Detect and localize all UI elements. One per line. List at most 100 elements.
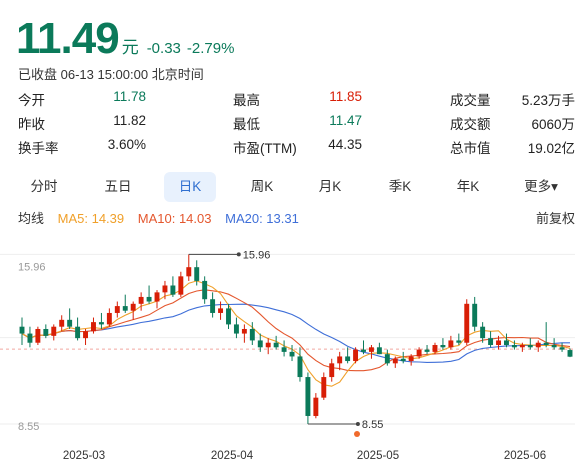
candle-body <box>527 345 533 348</box>
candle-body <box>106 312 112 325</box>
candle-body <box>472 303 478 327</box>
candle-body <box>504 340 509 346</box>
candle-body <box>233 324 239 334</box>
tab-4[interactable]: 月K <box>318 179 342 194</box>
stat-label: 今开 <box>18 93 45 108</box>
min-annotation: 8.55 <box>362 419 383 431</box>
candle-body <box>408 356 414 362</box>
x-tick-label: 2025-05 <box>357 450 399 462</box>
candle-body <box>98 322 104 325</box>
candle-body <box>114 306 120 313</box>
ma10-line <box>21 289 571 372</box>
stat-value: 3.60% <box>107 137 146 152</box>
candle-body <box>551 345 557 348</box>
candle-body <box>464 303 470 343</box>
candle-body <box>567 350 573 357</box>
candle-body <box>194 267 200 281</box>
tab-5[interactable]: 季K <box>388 179 412 194</box>
candle-body <box>91 322 96 332</box>
candle-body <box>257 340 263 348</box>
max-annotation: 15.96 <box>243 249 271 261</box>
stat-label: 市盈(TTM) <box>233 141 297 156</box>
candle-body <box>456 340 462 343</box>
stat-value: 19.02亿 <box>527 141 575 156</box>
candle-body <box>416 349 422 357</box>
min-pointer-dot <box>355 421 360 426</box>
y-top-label: 15.96 <box>18 261 46 273</box>
candle-body <box>35 328 41 343</box>
candle-body <box>170 285 176 295</box>
candle-body <box>368 347 374 352</box>
stat-row: 今开 11.78 最高 11.85 成交量 5.23万手 <box>0 89 575 111</box>
candle-body <box>122 306 128 311</box>
tab-1[interactable]: 五日 <box>104 179 132 194</box>
ma-legend: 均线 MA5: 14.39 MA10: 14.03 MA20: 13.31 <box>18 208 575 227</box>
stat-label: 成交量 <box>450 93 491 108</box>
stat-value: 11.78 <box>113 89 146 104</box>
candle-body <box>67 319 73 327</box>
tab-6[interactable]: 年K <box>456 179 480 194</box>
candle-body <box>226 308 231 325</box>
candle-body <box>432 345 438 352</box>
candle-body <box>289 351 295 357</box>
stat-label: 成交额 <box>450 117 491 132</box>
candle-body <box>297 356 303 378</box>
candle-body <box>210 299 216 313</box>
period-tabs: 分时 五日 日K 周K 月K 季K 年K 更多▾ <box>0 172 575 202</box>
candle-body <box>186 267 192 277</box>
candle-body <box>178 276 184 295</box>
ma20-line <box>21 303 570 363</box>
kline-chart[interactable]: 15.96 8.55 15.96 8.55 2025-03 2025-04 2025-05 2… <box>0 228 575 469</box>
max-pointer-dot <box>236 252 241 257</box>
stat-label: 总市值 <box>450 141 491 156</box>
y-bottom-label: 8.55 <box>18 421 39 433</box>
stat-label: 换手率 <box>18 141 59 156</box>
tab-7[interactable]: 更多▾ <box>524 179 558 194</box>
ma10-value: MA10: 14.03 <box>137 211 212 226</box>
candle-body <box>321 377 327 398</box>
candle-body <box>535 342 541 348</box>
x-tick-label: 2025-06 <box>504 450 546 462</box>
candle-body <box>337 356 343 364</box>
tab-0[interactable]: 分时 <box>30 179 58 194</box>
ma-label: 均线 <box>18 211 45 226</box>
candle-body <box>281 347 287 352</box>
candle-body <box>448 340 454 348</box>
candle-body <box>440 345 446 348</box>
candle-body <box>480 326 486 339</box>
candle-body <box>511 345 517 348</box>
candle-body <box>400 358 406 362</box>
candle-body <box>218 308 224 313</box>
candle-body <box>273 342 279 348</box>
candle-body <box>162 285 168 293</box>
candle-body <box>424 349 430 352</box>
candle-body <box>241 328 247 334</box>
candle-body <box>83 331 88 339</box>
ma5-value: MA5: 14.39 <box>57 211 125 226</box>
candle-body <box>202 280 208 300</box>
stat-value: 44.35 <box>328 137 362 152</box>
candle-body <box>559 347 565 350</box>
candle-body <box>75 326 81 339</box>
tab-3[interactable]: 周K <box>250 179 274 194</box>
candle-body <box>138 296 144 304</box>
price-change-pct: -2.79% <box>186 40 235 57</box>
candle-body <box>384 354 390 364</box>
stat-row: 换手率 3.60% 市盈(TTM) 44.35 总市值 19.02亿 <box>0 137 575 159</box>
candle-body <box>376 347 382 355</box>
candle-body <box>313 397 319 416</box>
tab-2[interactable]: 日K <box>164 172 216 202</box>
x-tick-label: 2025-04 <box>211 450 254 462</box>
ma5-line <box>21 280 571 387</box>
candle-body <box>305 377 311 416</box>
price-unit: 元 <box>121 38 139 57</box>
candle-body <box>265 342 271 348</box>
stat-value: 5.23万手 <box>521 93 575 108</box>
event-marker <box>354 431 360 437</box>
candle-body <box>496 340 501 346</box>
market-status: 已收盘 06-13 15:00:00 北京时间 <box>18 67 204 82</box>
candle-body <box>519 345 525 348</box>
adjust-mode-button[interactable]: 前复权 <box>535 211 575 226</box>
candle-body <box>249 328 255 341</box>
candle-body <box>27 333 33 343</box>
